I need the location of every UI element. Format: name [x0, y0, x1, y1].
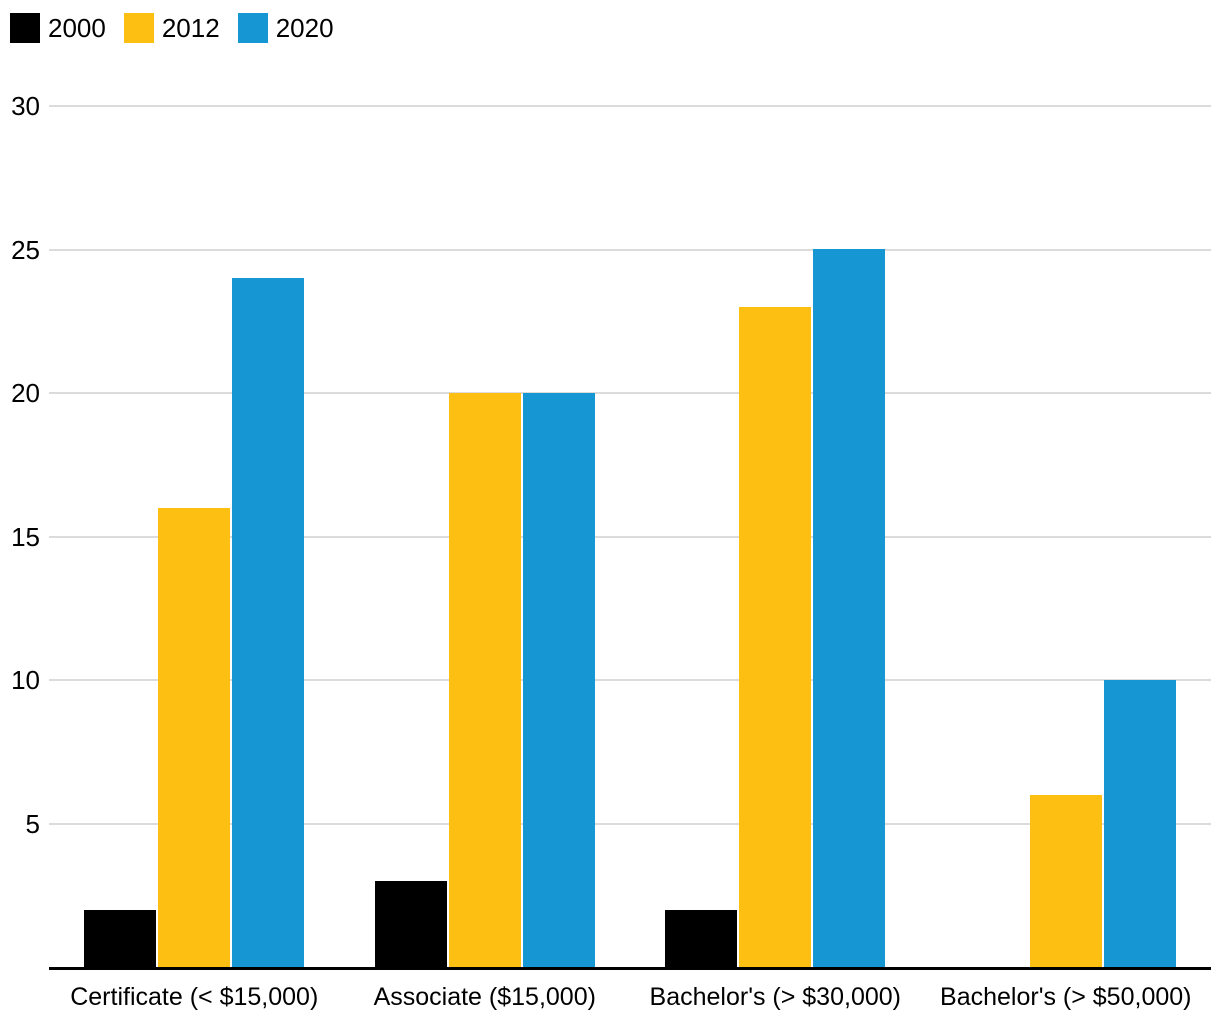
y-tick-label: 15: [11, 521, 40, 552]
x-category-label: Bachelor's (> $30,000): [649, 983, 901, 1011]
legend-swatch-icon: [237, 13, 268, 43]
legend-item: 2012: [123, 13, 220, 43]
x-category-label: Associate ($15,000): [373, 983, 596, 1011]
bar-2012: [1030, 795, 1102, 967]
gridline: [49, 105, 1211, 107]
bar-2020: [1104, 680, 1176, 967]
legend-label: 2012: [161, 13, 220, 43]
gridline: [49, 248, 1211, 251]
bar-2012: [158, 508, 230, 967]
legend-label: 2020: [275, 13, 334, 43]
y-tick-label: 30: [11, 91, 40, 121]
bar-2000: [665, 910, 737, 967]
bar-2012: [739, 307, 811, 967]
legend-label: 2000: [48, 13, 106, 43]
bar-2000: [84, 910, 156, 967]
gridline: [49, 392, 1211, 394]
legend: 2000 2012 2020: [10, 13, 334, 43]
gridline: [49, 822, 1211, 825]
legend-swatch-icon: [10, 13, 40, 43]
legend-swatch-icon: [123, 13, 154, 43]
y-tick-label: 25: [11, 234, 40, 265]
y-tick-label: 10: [11, 665, 40, 695]
plot-area: [49, 105, 1211, 970]
x-category-label: Certificate (< $15,000): [70, 983, 319, 1011]
y-tick-label: 5: [25, 808, 40, 839]
bar-2020: [813, 249, 885, 967]
bar-2012: [449, 393, 521, 967]
bar-2020: [523, 393, 595, 967]
legend-item: 2000: [10, 13, 106, 43]
gridline: [49, 679, 1211, 681]
y-tick-label: 20: [11, 378, 40, 408]
gridline: [49, 535, 1211, 538]
bar-2000: [375, 881, 447, 967]
x-category-label: Bachelor's (> $50,000): [940, 983, 1192, 1011]
bar-2020: [232, 278, 304, 967]
legend-item: 2020: [237, 13, 334, 43]
